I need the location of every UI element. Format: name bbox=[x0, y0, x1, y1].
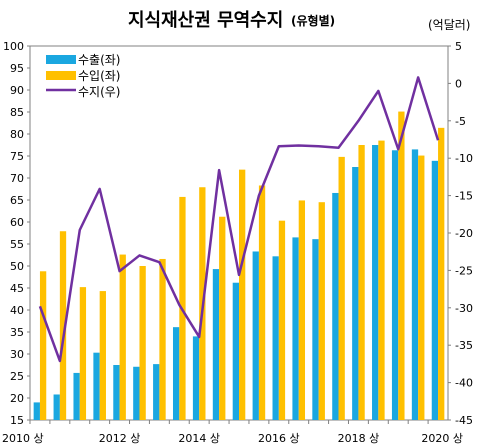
import-bar bbox=[258, 185, 266, 420]
left-tick-label: 90 bbox=[10, 84, 24, 97]
export-bar bbox=[232, 282, 239, 420]
import-bar bbox=[99, 291, 106, 420]
import-bar bbox=[219, 216, 226, 420]
import-bar bbox=[139, 266, 146, 420]
export-bar bbox=[53, 394, 60, 420]
export-bar bbox=[113, 365, 120, 420]
right-tick-label: -40 bbox=[455, 377, 473, 390]
x-axis: 2010 상 2012 상 2014 상 2016 상 2018 상 2020 상 bbox=[2, 420, 463, 445]
export-bar bbox=[33, 402, 40, 420]
x-tick-label: 2012 상 bbox=[99, 432, 141, 445]
legend: 수출(좌) 수입(좌) 수지(우) bbox=[46, 53, 120, 99]
left-tick-label: 45 bbox=[10, 282, 24, 295]
left-tick-label: 25 bbox=[10, 370, 24, 383]
import-bar bbox=[438, 127, 445, 420]
left-tick-label: 35 bbox=[10, 326, 24, 339]
legend-label-exports: 수출(좌) bbox=[78, 53, 120, 67]
import-bar bbox=[358, 145, 365, 420]
import-bar bbox=[378, 140, 385, 420]
import-bar bbox=[119, 254, 126, 420]
left-tick-label: 85 bbox=[10, 106, 24, 119]
legend-swatch-exports bbox=[46, 55, 76, 64]
right-tick-label: -15 bbox=[455, 190, 473, 203]
left-tick-label: 50 bbox=[10, 260, 24, 273]
legend-swatch-imports bbox=[46, 71, 76, 80]
import-bar bbox=[59, 231, 67, 420]
legend-label-balance: 수지(우) bbox=[78, 85, 120, 99]
export-bar bbox=[73, 372, 80, 420]
left-tick-label: 100 bbox=[3, 40, 24, 53]
lines-group bbox=[38, 76, 440, 363]
export-bar bbox=[292, 237, 299, 420]
export-bar bbox=[153, 364, 160, 420]
import-bar bbox=[398, 111, 405, 420]
export-bar bbox=[272, 256, 279, 420]
right-tick-label: -35 bbox=[455, 339, 473, 352]
right-axis-unit: (억달러) bbox=[428, 18, 470, 32]
export-bar bbox=[431, 160, 439, 420]
export-bar bbox=[411, 149, 419, 420]
export-bar bbox=[312, 239, 319, 420]
right-tick-label: 5 bbox=[455, 40, 462, 53]
x-tick-label: 2018 상 bbox=[338, 432, 380, 445]
export-bar bbox=[212, 269, 220, 420]
right-axis: -45 -40 -35 -30 -25 -20 -15 -10 -5 0 5 bbox=[448, 40, 473, 427]
export-bar bbox=[172, 327, 180, 420]
left-tick-label: 40 bbox=[10, 304, 24, 317]
chart-subtitle: (유형별) bbox=[291, 13, 335, 28]
export-bar bbox=[332, 192, 339, 420]
import-bar bbox=[278, 220, 286, 420]
left-tick-label: 80 bbox=[10, 128, 24, 141]
import-bar bbox=[79, 287, 87, 420]
export-bar bbox=[192, 336, 200, 420]
left-tick-label: 15 bbox=[10, 414, 24, 427]
export-bar bbox=[133, 366, 140, 420]
right-tick-label: 0 bbox=[455, 77, 462, 90]
right-tick-label: -20 bbox=[455, 227, 473, 240]
left-tick-label: 65 bbox=[10, 194, 24, 207]
import-bar bbox=[298, 200, 306, 420]
export-bar bbox=[93, 352, 100, 420]
right-tick-label: -25 bbox=[455, 264, 473, 277]
left-tick-label: 70 bbox=[10, 172, 24, 185]
balance-line bbox=[38, 76, 440, 363]
left-tick-label: 95 bbox=[10, 62, 24, 75]
left-tick-label: 20 bbox=[10, 392, 24, 405]
chart-title: 지식재산권 무역수지 bbox=[128, 10, 283, 31]
left-tick-label: 55 bbox=[10, 238, 24, 251]
right-tick-label: -5 bbox=[455, 115, 466, 128]
x-tick-label: 2020 상 bbox=[421, 432, 463, 445]
export-bar bbox=[391, 150, 399, 420]
import-bar bbox=[159, 258, 166, 420]
import-bar bbox=[318, 202, 325, 420]
left-tick-label: 60 bbox=[10, 216, 24, 229]
left-tick-label: 30 bbox=[10, 348, 24, 361]
import-bar bbox=[418, 155, 425, 420]
import-bar bbox=[39, 271, 47, 420]
export-bar bbox=[352, 167, 359, 420]
right-tick-label: -45 bbox=[455, 414, 473, 427]
left-tick-label: 75 bbox=[10, 150, 24, 163]
legend-label-imports: 수입(좌) bbox=[78, 69, 120, 83]
x-tick-label: 2016 상 bbox=[258, 432, 300, 445]
import-bar bbox=[338, 156, 345, 420]
x-tick-label: 2014 상 bbox=[178, 432, 220, 445]
right-tick-label: -10 bbox=[455, 152, 473, 165]
export-bar bbox=[372, 145, 379, 420]
left-axis: 15 20 25 30 35 40 45 50 55 60 65 70 75 80 85 90 95 100 bbox=[3, 40, 30, 427]
right-tick-label: -30 bbox=[455, 302, 473, 315]
x-tick-label: 2010 상 bbox=[2, 432, 44, 445]
import-bar bbox=[239, 169, 246, 420]
export-bar bbox=[252, 251, 259, 420]
